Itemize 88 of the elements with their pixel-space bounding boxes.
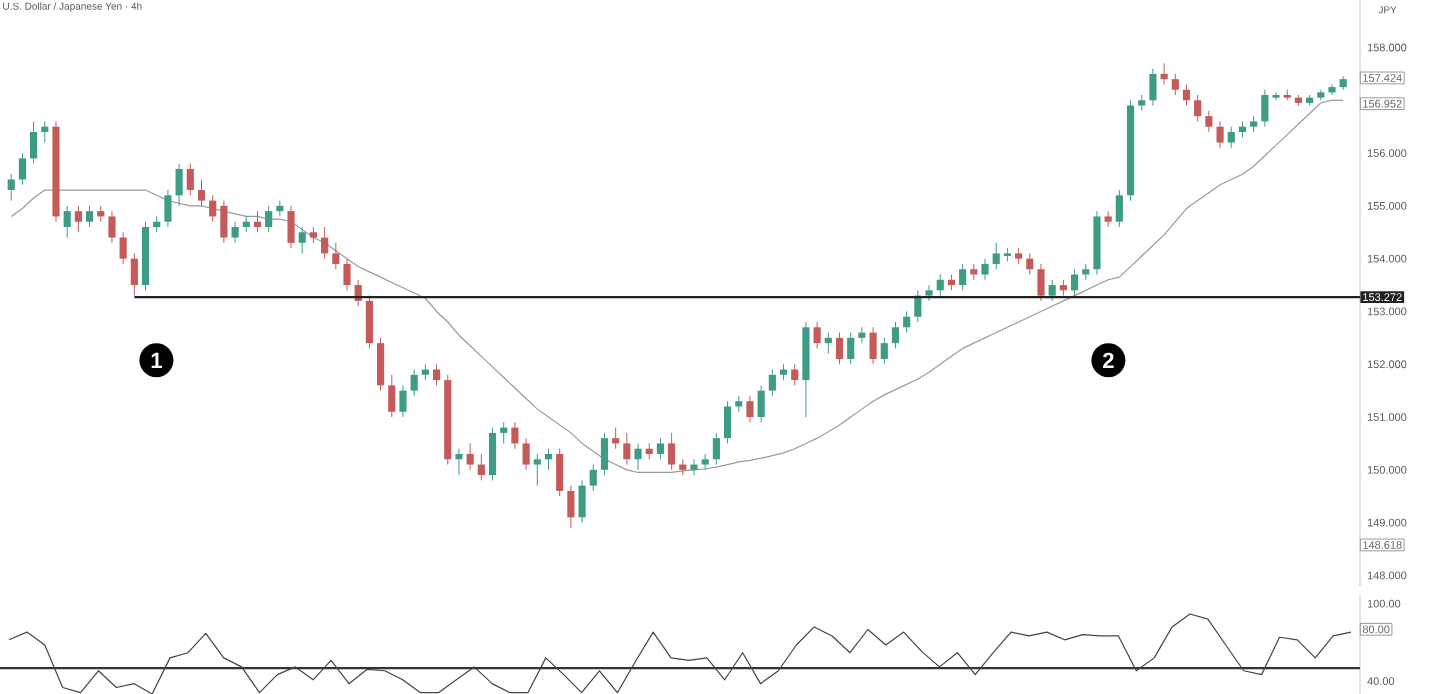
candlestick <box>175 163 183 207</box>
candlestick <box>623 432 631 466</box>
candlestick <box>981 258 989 281</box>
candlestick <box>903 310 911 334</box>
annotation: 1 <box>151 352 162 368</box>
candlestick <box>612 427 620 450</box>
candlestick <box>231 221 239 244</box>
candlestick <box>410 369 418 397</box>
candlestick <box>432 363 441 386</box>
candlestick <box>589 464 597 492</box>
candlestick <box>186 163 194 196</box>
candlestick <box>209 194 217 223</box>
candlestick <box>578 479 586 524</box>
candlestick <box>600 432 609 476</box>
candlestick <box>265 205 273 233</box>
candlestick <box>164 189 172 228</box>
candlestick <box>544 448 553 471</box>
candlestick <box>847 332 855 365</box>
candlestick <box>108 210 116 244</box>
candlestick <box>1182 83 1191 107</box>
candlestick <box>399 384 407 418</box>
candlestick <box>1261 89 1269 128</box>
candlestick <box>298 226 306 254</box>
candlestick <box>668 432 676 471</box>
candlestick <box>1194 94 1202 122</box>
candlestick <box>130 252 138 297</box>
candlestick <box>343 258 351 291</box>
candlestick <box>959 263 967 291</box>
candlestick <box>332 242 340 270</box>
candlestick <box>925 284 933 302</box>
candlestick <box>455 448 463 476</box>
candlestick <box>466 442 474 471</box>
candlestick <box>74 205 82 233</box>
candlestick <box>824 332 832 355</box>
candlestick <box>690 458 698 476</box>
candlestick <box>85 205 94 228</box>
candlestick <box>1149 68 1157 107</box>
candlestick <box>1026 252 1034 275</box>
candlestick <box>365 295 373 349</box>
line-series <box>8 613 1352 694</box>
candlestick <box>634 442 642 471</box>
candlestick <box>712 432 720 466</box>
candlestick <box>18 152 26 186</box>
candlestick <box>253 210 262 233</box>
candlestick <box>768 369 776 397</box>
candlestick <box>1070 268 1079 297</box>
candlestick <box>1171 73 1179 96</box>
candlestick <box>119 231 127 265</box>
candlestick <box>746 395 754 423</box>
candlestick <box>500 421 508 444</box>
candlestick <box>556 448 564 497</box>
candlestick <box>533 453 541 487</box>
candlestick <box>63 205 71 239</box>
candlestick <box>1227 126 1235 149</box>
candlestick <box>377 337 385 392</box>
candlestick <box>992 242 1000 270</box>
candlestick <box>321 226 329 260</box>
candlestick <box>567 485 575 529</box>
candlestick <box>813 321 821 349</box>
candlestick <box>220 200 228 244</box>
candlestick <box>511 421 519 450</box>
candlestick <box>936 274 944 297</box>
candlestick <box>1205 110 1213 133</box>
candlestick <box>891 321 900 349</box>
candlestick <box>388 374 396 418</box>
candlestick <box>1328 83 1336 96</box>
candlestick <box>1048 279 1056 302</box>
candlestick <box>287 205 295 249</box>
candlestick <box>1216 120 1224 149</box>
candlestick <box>858 326 866 344</box>
candlestick <box>791 363 799 386</box>
candlestick <box>1115 189 1123 228</box>
candlestick <box>656 437 665 460</box>
candlestick <box>41 120 49 144</box>
candlestick <box>30 120 38 165</box>
candlestick <box>1160 62 1168 85</box>
candlestick <box>835 332 844 365</box>
candlestick <box>197 178 206 207</box>
candlestick <box>7 173 15 202</box>
candlestick <box>522 437 530 471</box>
candlestick <box>1037 263 1045 302</box>
candlestick <box>723 400 732 444</box>
candlestick <box>880 337 888 365</box>
candlestick <box>757 384 765 423</box>
candlestick <box>869 326 877 365</box>
candlestick <box>477 453 485 481</box>
candlestick <box>488 427 497 481</box>
annotation: 2 <box>1103 352 1114 369</box>
